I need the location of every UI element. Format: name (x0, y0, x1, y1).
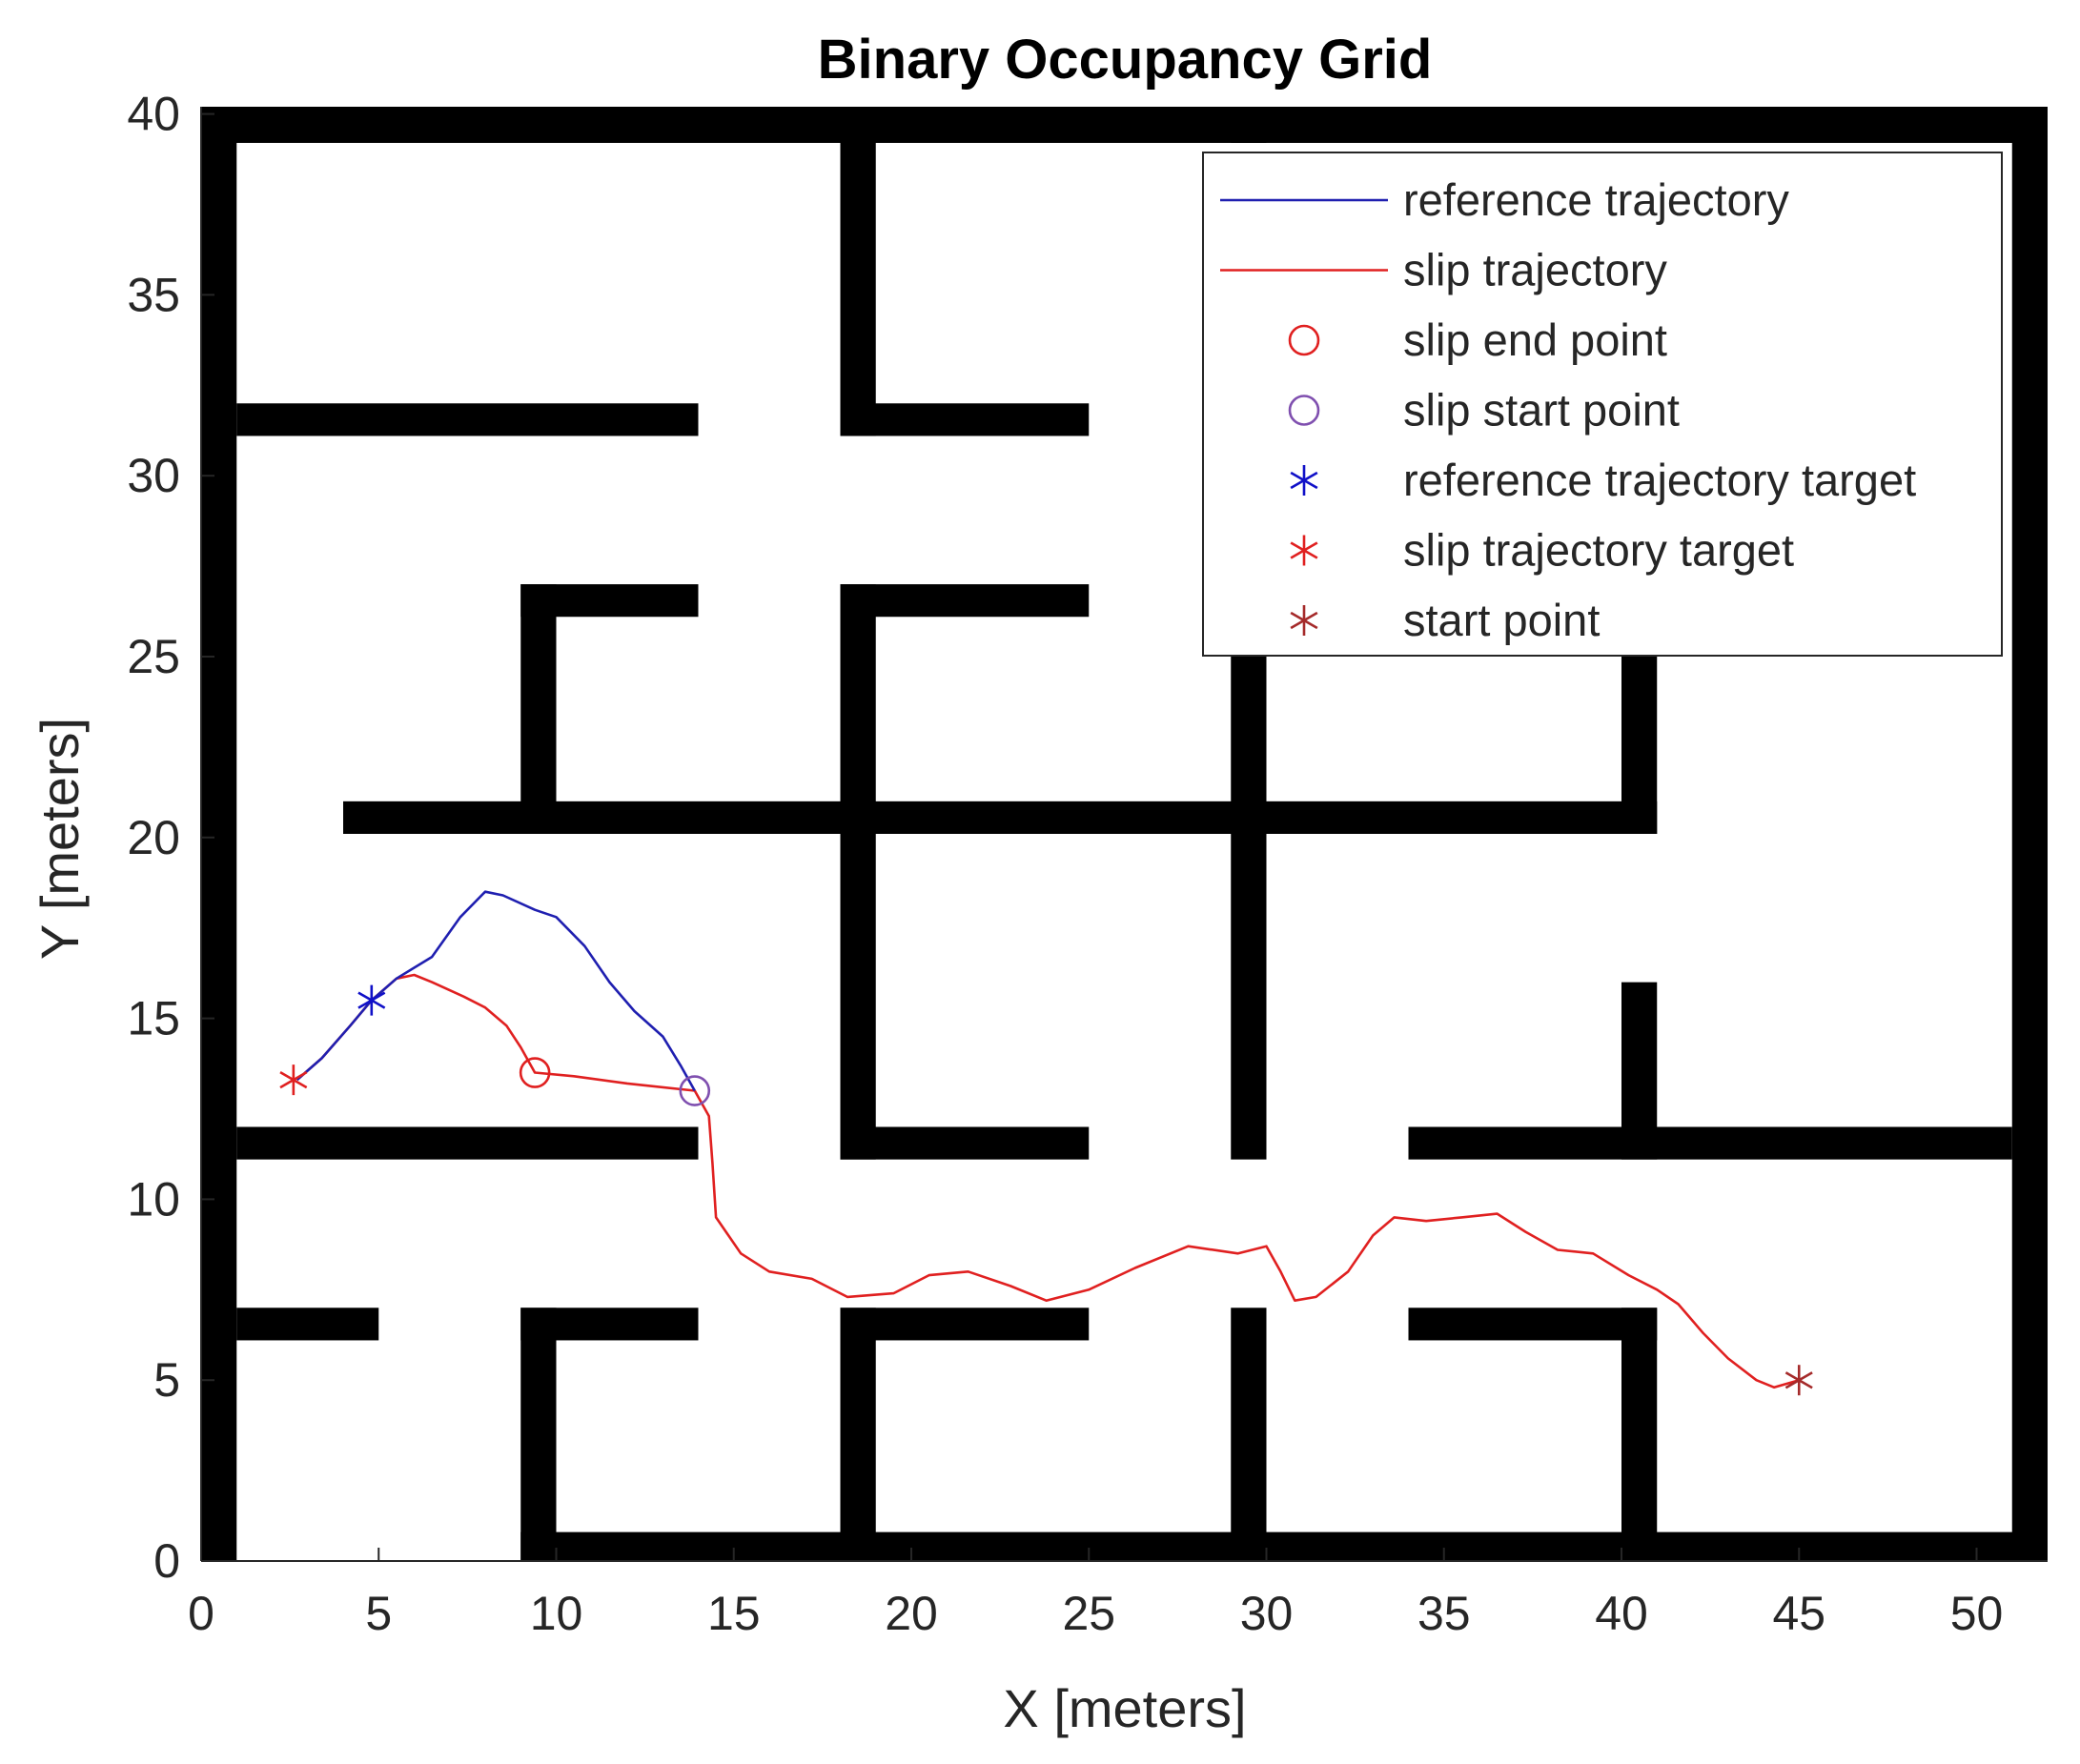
slip-trajectory-line (296, 973, 1800, 1389)
occupied-cell-block (1408, 1308, 1658, 1341)
slip-end-point-marker (519, 1057, 551, 1088)
x-tick-label: 50 (1950, 1587, 2004, 1640)
legend: reference trajectory slip trajectory slip … (1202, 152, 2003, 657)
legend-key-star (1290, 465, 1318, 496)
legend-box (1202, 152, 2003, 657)
reference-target-marker (357, 984, 386, 1016)
legend-key-star (1290, 605, 1318, 636)
y-tick-label: 25 (127, 630, 180, 683)
occupied-cell-block (840, 584, 876, 834)
occupied-cell-block (201, 107, 237, 1561)
slip-start-point-marker (679, 1075, 711, 1106)
y-tick-label: 5 (153, 1353, 180, 1407)
occupied-cell-block (1231, 620, 1267, 1160)
plot-area (200, 107, 2048, 1562)
y-tick-label: 10 (127, 1172, 180, 1226)
star-stroke (1290, 471, 1318, 490)
x-tick-label: 25 (1062, 1587, 1115, 1640)
occupied-cell-block (520, 1531, 2048, 1561)
x-axis-ticks: 0 5 10 15 20 25 30 35 40 45 50 (188, 1548, 2003, 1640)
occupied-cell-block (201, 107, 2048, 143)
occupied-cell-block (343, 801, 1658, 834)
occupied-cell-block (236, 1126, 699, 1160)
y-axis-ticks: 0 5 10 15 20 25 30 35 40 (127, 88, 214, 1588)
y-tick-label: 20 (127, 811, 180, 864)
legend-label: slip trajectory target (1403, 525, 1794, 576)
y-axis-label: Y [meters] (30, 718, 90, 960)
x-tick-label: 10 (530, 1587, 583, 1640)
star-stroke (1290, 541, 1318, 559)
x-tick-label: 30 (1240, 1587, 1294, 1640)
y-tick-label: 0 (153, 1534, 180, 1588)
x-tick-label: 45 (1772, 1587, 1825, 1640)
x-tick-label: 20 (885, 1587, 938, 1640)
legend-label: reference trajectory target (1403, 455, 1916, 505)
occupied-cell-block (840, 403, 1090, 436)
star-stroke (357, 991, 386, 1009)
occupied-cell-block (840, 584, 1090, 618)
legend-label: slip trajectory (1403, 245, 1667, 295)
occupied-cell-block (2011, 107, 2048, 1561)
x-tick-label: 5 (365, 1587, 392, 1640)
occupied-cell-block (1408, 1126, 2012, 1160)
occupied-cell-block (236, 1308, 379, 1341)
y-tick-label: 35 (127, 268, 180, 321)
occupied-cell-block (520, 584, 557, 834)
legend-key-star (1290, 535, 1318, 566)
chart-title: Binary Occupancy Grid (818, 29, 1433, 91)
occupied-cell-block (840, 107, 876, 436)
occupied-cell-block (840, 1308, 876, 1561)
occupied-cell-block (520, 584, 699, 618)
x-axis-label: X [meters] (1003, 1678, 1246, 1738)
star-stroke (279, 1071, 308, 1089)
occupied-cell-block (1621, 1308, 1658, 1561)
occupied-cell-block (1231, 107, 1267, 143)
start-point-marker (1784, 1365, 1813, 1396)
occupied-cell-block (840, 801, 876, 1160)
slip-target-marker (279, 1064, 308, 1096)
x-tick-label: 40 (1595, 1587, 1648, 1640)
x-tick-label: 15 (707, 1587, 761, 1640)
legend-label: reference trajectory (1403, 174, 1789, 225)
legend-key-circle (1288, 395, 1320, 426)
x-tick-label: 35 (1417, 1587, 1471, 1640)
legend-label: slip start point (1403, 385, 1680, 436)
star-stroke (1784, 1371, 1813, 1389)
occupied-cell-block (840, 1308, 1090, 1341)
y-tick-label: 15 (127, 992, 180, 1045)
occupied-cell-block (236, 403, 699, 436)
legend-label: slip end point (1403, 314, 1667, 365)
occupied-cell-block (840, 1126, 1090, 1160)
occupied-cell-block (520, 1308, 557, 1561)
y-tick-label: 30 (127, 449, 180, 502)
occupied-cell-block (520, 1308, 699, 1341)
reference-trajectory-line (296, 890, 696, 1092)
x-tick-label: 0 (188, 1587, 214, 1640)
legend-label: start point (1403, 595, 1600, 645)
occupied-cell-block (1231, 1308, 1267, 1561)
legend-key-circle (1288, 324, 1320, 356)
star-stroke (1290, 611, 1318, 630)
y-tick-label: 40 (127, 88, 180, 141)
